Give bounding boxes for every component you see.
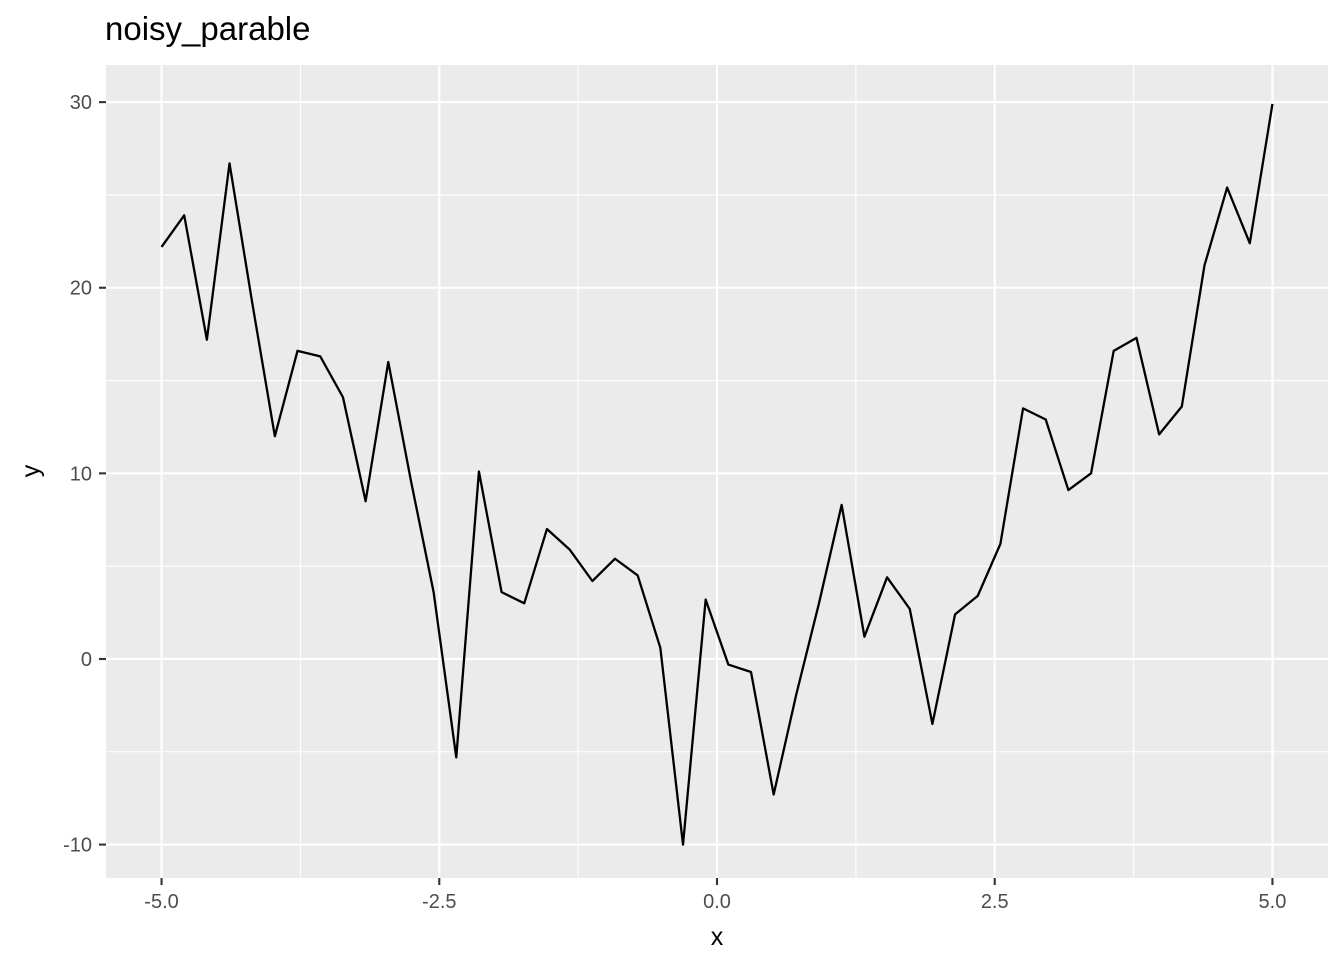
y-axis: -10 0 10 20 30 [63, 92, 106, 857]
y-tick-label: 30 [70, 92, 92, 114]
x-tick-label: 2.5 [981, 891, 1009, 913]
y-tick-label: 0 [81, 649, 92, 671]
chart-title: noisy_parable [105, 10, 310, 47]
major-gridlines [106, 65, 1328, 878]
series-line-0 [160, 103, 1274, 846]
x-tick-label: -2.5 [422, 891, 456, 913]
series-layer [160, 103, 1274, 846]
y-tick-label: 10 [70, 463, 92, 485]
y-tick-label: -10 [63, 835, 92, 857]
x-tick-label: 5.0 [1259, 891, 1287, 913]
x-axis-title: x [711, 923, 724, 951]
x-tick-label: 0.0 [703, 891, 731, 913]
y-axis-title: y [17, 464, 45, 477]
y-tick-label: 20 [70, 278, 92, 300]
x-axis: -5.0 -2.5 0.0 2.5 5.0 [144, 878, 1286, 913]
x-tick-label: -5.0 [144, 891, 178, 913]
